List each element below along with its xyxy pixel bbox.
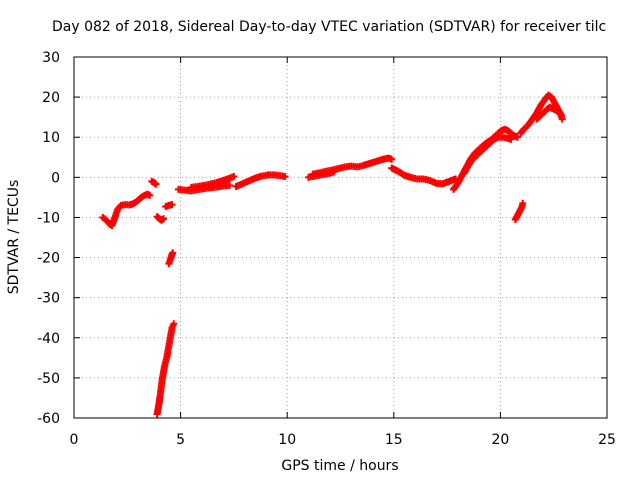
x-tick-label: 0: [70, 432, 79, 448]
data-point: [507, 135, 515, 143]
data-point: [146, 191, 154, 199]
grid-lines: [74, 57, 607, 418]
data-point: [170, 320, 178, 328]
x-tick-label: 5: [176, 432, 185, 448]
y-tick-label: 30: [42, 50, 60, 66]
x-tick-label: 15: [385, 432, 403, 448]
data-point: [169, 249, 177, 257]
plot-frame: [73, 56, 608, 419]
data-point: [168, 201, 176, 209]
y-tick-label: -20: [37, 251, 60, 267]
y-tick-label: -40: [37, 331, 60, 347]
y-tick-label: -50: [37, 371, 60, 387]
axis-ticks: [73, 56, 608, 419]
data-point: [226, 181, 234, 189]
y-tick-label: -10: [37, 210, 60, 226]
data-point: [281, 173, 289, 181]
data-point: [388, 155, 396, 163]
y-tick-label: 20: [42, 90, 60, 106]
data-point: [160, 215, 168, 223]
data-point: [519, 199, 527, 207]
x-tick-label: 25: [598, 432, 616, 448]
x-axis-label: GPS time / hours: [281, 458, 398, 474]
y-tick-label: 10: [42, 130, 60, 146]
x-tick-label: 10: [278, 432, 296, 448]
chart-title: Day 082 of 2018, Sidereal Day-to-day VTE…: [52, 19, 606, 35]
data-point: [557, 111, 565, 119]
y-tick-labels: -60 -50 -40 -30 -20 -10 0 10 20 30: [37, 50, 60, 427]
x-tick-label: 20: [491, 432, 509, 448]
y-tick-label: -30: [37, 291, 60, 307]
y-axis-label: SDTVAR / TECUs: [6, 180, 22, 295]
y-tick-label: 0: [51, 170, 60, 186]
y-tick-label: -60: [37, 411, 60, 427]
data-points: [99, 91, 566, 418]
data-point: [513, 133, 521, 141]
data-point: [230, 173, 238, 181]
data-point: [558, 115, 566, 123]
x-tick-labels: 0 5 10 15 20 25: [70, 432, 616, 448]
data-point: [152, 180, 160, 188]
